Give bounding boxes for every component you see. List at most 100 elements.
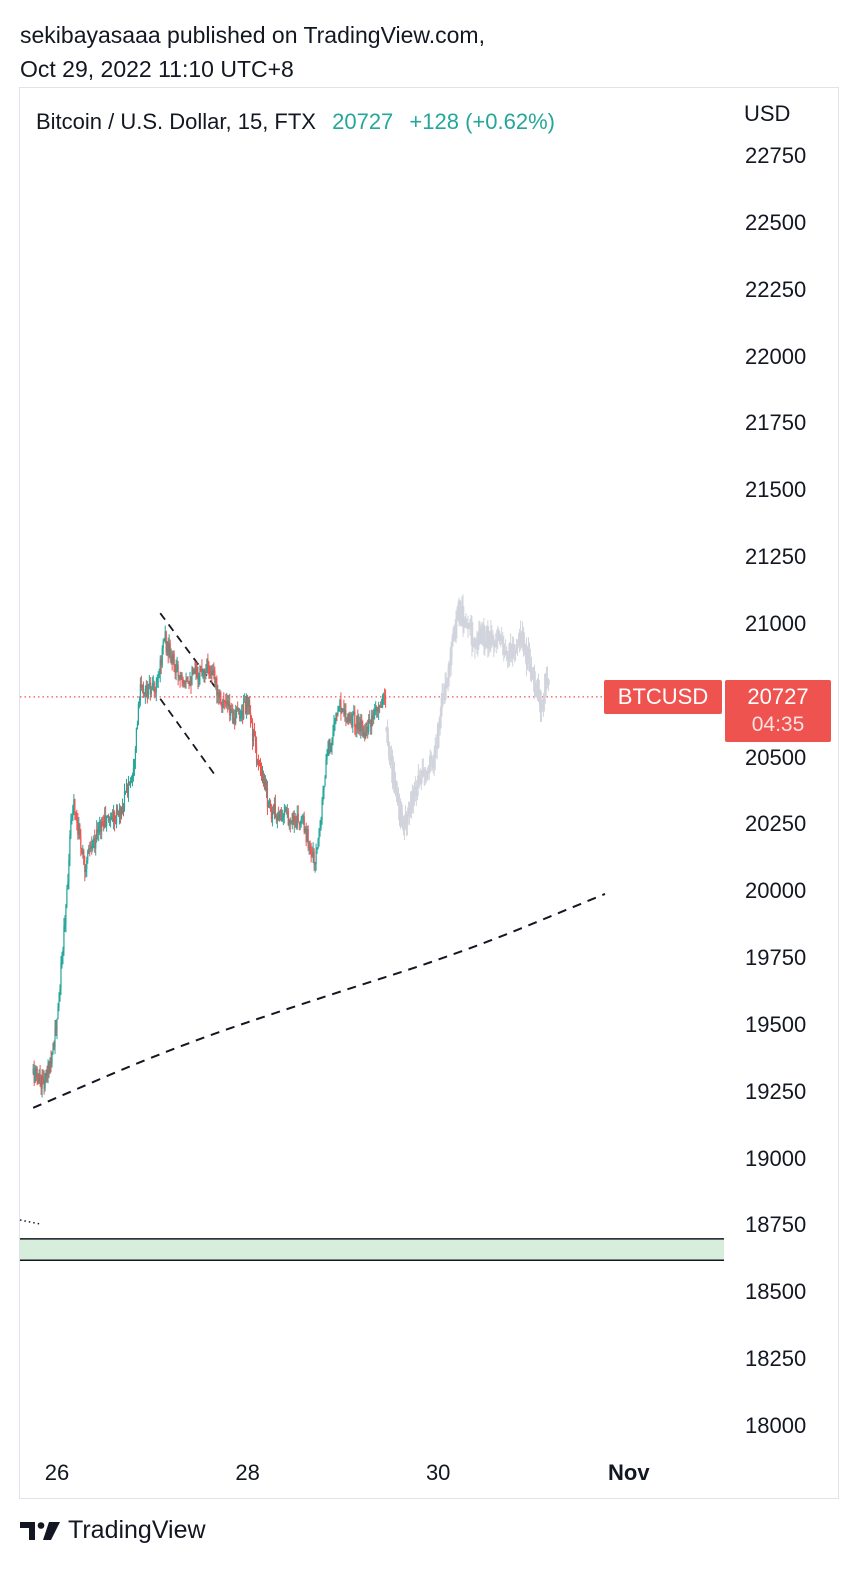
- candle-body: [91, 845, 93, 849]
- candle-body: [88, 848, 90, 852]
- candle-body: [33, 1068, 35, 1083]
- candle-body: [177, 664, 179, 677]
- candle-body: [329, 739, 331, 751]
- candle-body: [196, 667, 198, 676]
- projected-candle-body: [456, 615, 460, 617]
- candle-body: [115, 808, 118, 824]
- candle-body: [193, 668, 195, 673]
- candle-body: [304, 828, 306, 833]
- projected-candle-body: [418, 775, 421, 779]
- projected-candle-body: [491, 635, 495, 642]
- candle-body: [82, 850, 84, 854]
- candle-body: [105, 815, 107, 826]
- time-tick-label: 30: [425, 1460, 451, 1485]
- tradingview-logo[interactable]: TradingView: [20, 1516, 206, 1545]
- candle-body: [92, 840, 94, 849]
- candle-body: [342, 708, 344, 710]
- candle-body: [365, 731, 367, 739]
- candle-body: [207, 659, 209, 667]
- candle-body: [119, 808, 122, 817]
- candle-body: [53, 1043, 55, 1048]
- candle-body: [337, 708, 339, 715]
- candle-body: [37, 1078, 39, 1083]
- projected-candle-body: [423, 769, 427, 776]
- candle-body: [216, 678, 218, 696]
- price-tick-label: 21750: [745, 410, 807, 436]
- candle-body: [110, 819, 112, 821]
- candle-body: [98, 825, 100, 833]
- candle-body: [261, 773, 264, 777]
- candle-body: [267, 804, 270, 807]
- channel-lower-line: [159, 698, 217, 777]
- candle-body: [252, 730, 255, 742]
- candle-body: [117, 811, 120, 816]
- candle-body: [307, 829, 309, 848]
- candle-body: [184, 682, 186, 684]
- candle-body: [190, 679, 192, 686]
- candle-body: [333, 722, 335, 733]
- candle-body: [276, 815, 278, 821]
- candle-body: [247, 695, 249, 708]
- projected-candle-body: [512, 644, 515, 655]
- candle-body: [224, 701, 226, 703]
- candle-body: [345, 710, 347, 718]
- candle-body: [211, 670, 213, 676]
- candle-body: [222, 699, 224, 708]
- candle-body: [379, 705, 381, 707]
- candle-body: [111, 816, 114, 822]
- projected-candle-body: [501, 638, 505, 644]
- candle-body: [323, 786, 325, 790]
- candle-body: [315, 849, 317, 865]
- candle-body: [214, 670, 216, 684]
- candle-body: [128, 781, 131, 785]
- candle-body: [143, 694, 145, 696]
- candle-body: [163, 639, 165, 642]
- candle-body: [170, 656, 172, 658]
- candle-body: [149, 682, 151, 695]
- candle-body: [352, 714, 354, 727]
- candle-body: [159, 659, 161, 675]
- candle-body: [180, 674, 182, 679]
- projected-candle-body: [517, 643, 520, 645]
- candle-body: [80, 836, 82, 849]
- symbol-badge: BTCUSD: [604, 680, 722, 714]
- candle-body: [241, 711, 243, 716]
- candle-body: [275, 818, 277, 821]
- candle-body: [247, 700, 250, 708]
- candle-body: [221, 703, 223, 708]
- candle-body: [182, 679, 184, 683]
- candle-body: [131, 776, 134, 780]
- candle-body: [318, 829, 320, 840]
- candle-body: [60, 962, 62, 989]
- candle-body: [101, 821, 103, 832]
- candle-body: [335, 713, 337, 721]
- candle-body: [325, 759, 327, 778]
- candle-body: [166, 641, 168, 652]
- price-tick-label: 21500: [745, 477, 807, 503]
- candle-body: [116, 808, 119, 812]
- candle-body: [36, 1067, 38, 1079]
- candle-body: [137, 704, 140, 725]
- publisher-line: sekibayasaaa published on TradingView.co…: [20, 22, 485, 48]
- candle-body: [47, 1062, 49, 1076]
- candle-body: [39, 1074, 41, 1082]
- candle-body: [355, 727, 357, 729]
- small-dotted-mark: [19, 1219, 41, 1225]
- candle-body: [34, 1072, 36, 1083]
- projected-candle-body: [494, 641, 498, 648]
- candle-body: [289, 819, 291, 824]
- projected-candle-body: [425, 771, 429, 780]
- candle-body: [242, 711, 244, 719]
- candle-body: [209, 673, 211, 675]
- candle-body: [375, 706, 377, 710]
- projected-candle-body: [539, 691, 542, 713]
- candle-body: [371, 715, 373, 728]
- candle-body: [173, 654, 175, 672]
- candle-body: [32, 1068, 34, 1074]
- candle-body: [199, 666, 201, 677]
- candle-body: [104, 815, 106, 828]
- projected-candle-body: [506, 654, 509, 660]
- candle-body: [65, 904, 67, 924]
- projected-candle-body: [417, 775, 420, 786]
